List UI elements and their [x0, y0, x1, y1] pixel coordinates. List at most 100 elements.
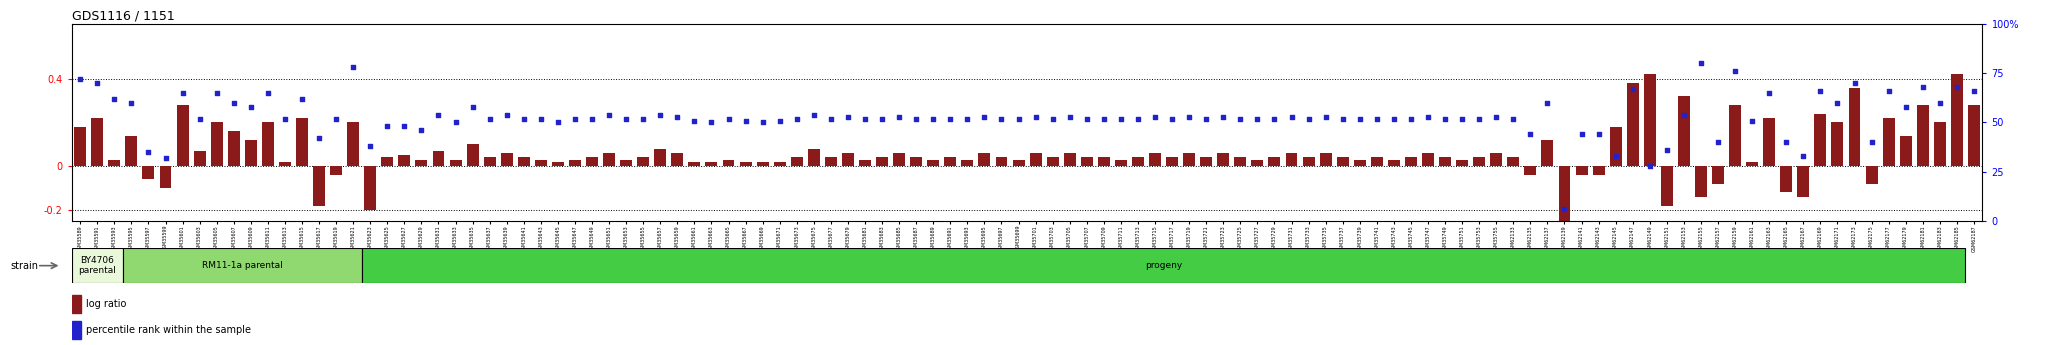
Bar [756, 162, 768, 166]
Bar [653, 149, 666, 166]
Text: percentile rank within the sample: percentile rank within the sample [86, 325, 252, 335]
Point [1241, 116, 1274, 121]
Point [98, 96, 131, 102]
Bar [92, 118, 102, 166]
Point [166, 90, 199, 96]
Bar [961, 160, 973, 166]
Bar [1047, 157, 1059, 166]
Point [1634, 163, 1667, 168]
Bar [825, 157, 838, 166]
Bar [176, 105, 188, 166]
Bar [774, 162, 786, 166]
Point [899, 116, 932, 121]
Point [1532, 100, 1565, 106]
Point [694, 120, 727, 125]
Bar [551, 162, 563, 166]
Bar [211, 122, 223, 166]
Bar [1063, 153, 1075, 166]
Point [1446, 116, 1479, 121]
Point [592, 112, 625, 117]
Bar [143, 166, 154, 179]
Point [131, 149, 164, 155]
Point [387, 124, 420, 129]
Point [1343, 116, 1376, 121]
Point [1087, 116, 1120, 121]
Point [1769, 139, 1802, 145]
Bar [1165, 157, 1178, 166]
Point [438, 120, 471, 125]
Bar [723, 160, 735, 166]
Point [1583, 131, 1616, 137]
Bar [518, 157, 530, 166]
Point [1430, 116, 1462, 121]
Bar [1952, 75, 1962, 166]
Point [559, 116, 592, 121]
Point [1942, 84, 1974, 90]
Bar [1235, 157, 1247, 166]
Point [1020, 114, 1053, 119]
Bar [1012, 160, 1024, 166]
Bar [72, 321, 82, 339]
Bar [1798, 166, 1808, 197]
Point [1309, 114, 1341, 119]
Bar [621, 160, 633, 166]
Bar [1763, 118, 1776, 166]
Point [252, 90, 285, 96]
Bar [1217, 153, 1229, 166]
Point [969, 114, 1001, 119]
Point [1481, 114, 1513, 119]
Bar [1268, 157, 1280, 166]
Point [473, 116, 506, 121]
Point [285, 96, 317, 102]
Point [1360, 116, 1393, 121]
Bar [909, 157, 922, 166]
Point [1548, 206, 1581, 212]
Point [866, 116, 899, 121]
Text: GDS1116 / 1151: GDS1116 / 1151 [72, 10, 174, 23]
Bar [1354, 160, 1366, 166]
Point [1788, 153, 1821, 159]
Bar [1133, 157, 1145, 166]
Point [1257, 116, 1290, 121]
Point [918, 116, 950, 121]
Bar [262, 122, 274, 166]
Bar [483, 157, 496, 166]
Point [1139, 114, 1171, 119]
Point [1001, 116, 1034, 121]
Bar [416, 160, 428, 166]
Bar [1815, 114, 1827, 166]
Point [950, 116, 983, 121]
Bar [893, 153, 905, 166]
Point [831, 114, 864, 119]
Bar [995, 157, 1008, 166]
Bar [1184, 153, 1196, 166]
Bar [1370, 157, 1382, 166]
Point [1907, 84, 1939, 90]
Point [336, 65, 369, 70]
Point [1872, 88, 1905, 94]
Bar [705, 162, 717, 166]
Bar [279, 162, 291, 166]
Point [233, 104, 266, 109]
Bar [1645, 75, 1655, 166]
Point [115, 100, 147, 106]
Bar [1524, 166, 1536, 175]
Point [1122, 116, 1155, 121]
Bar [1626, 83, 1638, 166]
Point [1821, 100, 1853, 106]
Point [1718, 69, 1751, 74]
Bar [739, 162, 752, 166]
Bar [1866, 166, 1878, 184]
Bar [1456, 160, 1468, 166]
Bar [791, 157, 803, 166]
Bar [246, 140, 256, 166]
Bar [944, 157, 956, 166]
Point [1225, 116, 1257, 121]
Bar [1712, 166, 1724, 184]
Bar [1780, 166, 1792, 193]
Point [1616, 86, 1649, 92]
Bar [1677, 96, 1690, 166]
Bar [399, 155, 410, 166]
Point [319, 116, 352, 121]
Bar [1849, 88, 1860, 166]
